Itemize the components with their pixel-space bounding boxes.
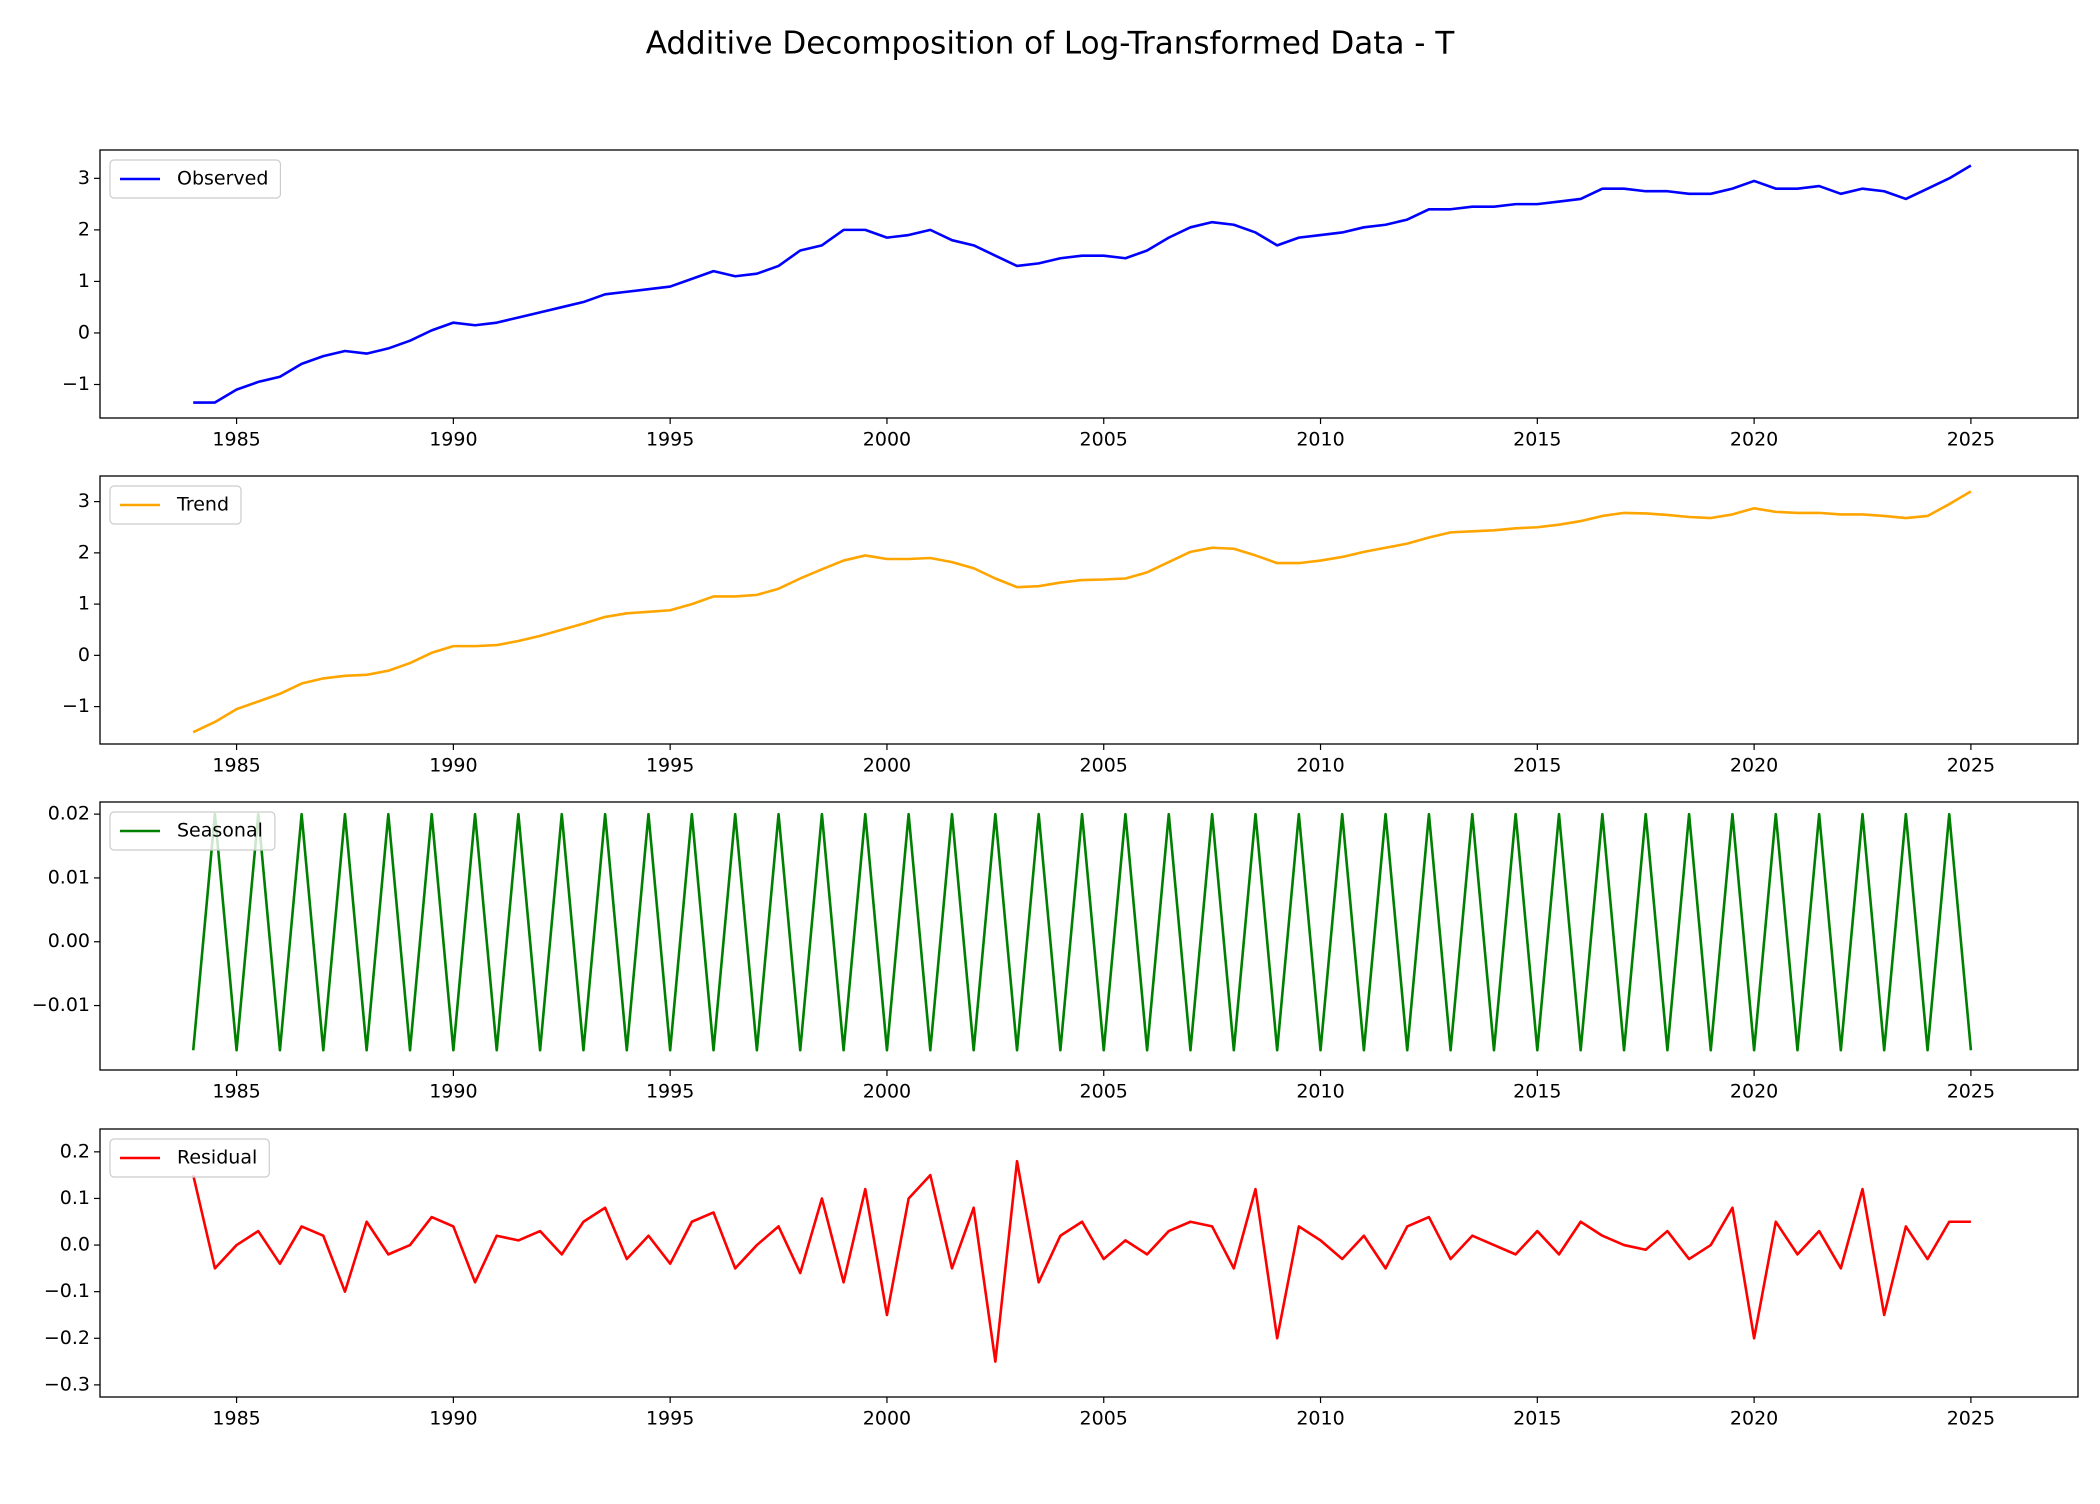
x-tick-label: 1985 <box>212 429 260 451</box>
y-tick-label: 0.2 <box>60 1140 90 1162</box>
y-tick-label: 2 <box>78 218 90 240</box>
x-tick-label: 2025 <box>1947 755 1995 777</box>
legend: Seasonal <box>109 811 276 851</box>
x-tick-label: 2000 <box>863 429 911 451</box>
legend: Observed <box>109 159 282 199</box>
x-tick-label: 2020 <box>1730 755 1778 777</box>
x-tick-label: 2015 <box>1513 755 1561 777</box>
y-tick-label: 1 <box>78 593 90 615</box>
y-tick-label: 0.01 <box>48 866 90 888</box>
legend-label: Residual <box>177 1147 257 1169</box>
legend-box <box>109 811 276 851</box>
x-tick-label: 1990 <box>429 1408 477 1430</box>
series-line <box>192 490 1972 734</box>
x-tick-label: 2025 <box>1947 1081 1995 1103</box>
x-tick-label: 1990 <box>429 429 477 451</box>
x-tick-label: 1985 <box>212 1408 260 1430</box>
x-tick-label: 2010 <box>1296 1081 1344 1103</box>
subplot: 1985 1990 1995 2000 2005 2010 2015 2020 2025 −1 0 1… <box>62 475 2079 777</box>
x-tick-label: 1995 <box>646 1081 694 1103</box>
x-tick-label: 2005 <box>1080 1081 1128 1103</box>
legend: Residual <box>109 1138 270 1178</box>
y-tick-label: −0.2 <box>44 1327 90 1349</box>
axes-frame <box>99 801 2079 1071</box>
axes-frame <box>99 475 2079 745</box>
y-tick-label: −1 <box>62 373 90 395</box>
axes-frame <box>99 149 2079 419</box>
x-tick-label: 2000 <box>863 1408 911 1430</box>
x-tick-label: 2015 <box>1513 1081 1561 1103</box>
x-tick-label: 2025 <box>1947 429 1995 451</box>
x-tick-label: 1990 <box>429 755 477 777</box>
x-tick-label: 2015 <box>1513 1408 1561 1430</box>
x-tick-label: 1985 <box>212 755 260 777</box>
series-line <box>191 1159 1971 1363</box>
x-tick-label: 2020 <box>1730 1081 1778 1103</box>
x-tick-label: 1985 <box>212 1081 260 1103</box>
x-tick-label: 2005 <box>1080 1408 1128 1430</box>
subplot: 1985 1990 1995 2000 2005 2010 2015 2020 2025 −0.0… <box>32 801 2079 1103</box>
legend-label: Observed <box>177 168 268 190</box>
y-tick-label: −0.01 <box>32 994 90 1016</box>
y-tick-label: 0 <box>78 644 90 666</box>
y-tick-label: −0.3 <box>44 1373 90 1395</box>
legend-box <box>109 1138 270 1178</box>
series-line <box>193 164 1972 404</box>
y-tick-label: 0.00 <box>48 930 90 952</box>
y-tick-label: 0.0 <box>60 1234 90 1256</box>
x-tick-label: 1995 <box>646 429 694 451</box>
figure-title: Additive Decomposition of Log-Transforme… <box>646 26 1456 62</box>
legend: Trend <box>109 485 242 525</box>
x-tick-label: 2015 <box>1513 429 1561 451</box>
x-tick-label: 2005 <box>1080 429 1128 451</box>
x-tick-label: 1990 <box>429 1081 477 1103</box>
x-tick-label: 1995 <box>646 755 694 777</box>
y-tick-label: 1 <box>78 270 90 292</box>
x-tick-label: 2000 <box>863 755 911 777</box>
y-tick-label: 2 <box>78 541 90 563</box>
x-tick-label: 2010 <box>1296 755 1344 777</box>
x-tick-label: 2020 <box>1730 429 1778 451</box>
x-tick-label: 1995 <box>646 1408 694 1430</box>
y-tick-label: 0.02 <box>48 803 90 825</box>
subplot: 1985 1990 1995 2000 2005 2010 2015 2020 2025 −1 0 1… <box>62 149 2079 451</box>
legend-box <box>109 485 242 525</box>
y-tick-label: 3 <box>78 167 90 189</box>
legend-label: Seasonal <box>177 820 263 842</box>
x-tick-label: 2005 <box>1080 755 1128 777</box>
y-tick-label: 0.1 <box>60 1187 90 1209</box>
y-tick-label: 3 <box>78 490 90 512</box>
y-tick-label: −0.1 <box>44 1280 90 1302</box>
axes-frame <box>99 1128 2079 1398</box>
x-tick-label: 2020 <box>1730 1408 1778 1430</box>
x-tick-label: 2025 <box>1947 1408 1995 1430</box>
legend-label: Trend <box>176 494 229 516</box>
legend-box <box>109 159 282 199</box>
x-tick-label: 2010 <box>1296 1408 1344 1430</box>
subplot: 1985 1990 1995 2000 2005 2010 2015 2020 2025 −0.3… <box>44 1128 2079 1430</box>
y-tick-label: −1 <box>62 695 90 717</box>
series-line <box>191 812 1973 1052</box>
y-tick-label: 0 <box>78 321 90 343</box>
x-tick-label: 2010 <box>1296 429 1344 451</box>
x-tick-label: 2000 <box>863 1081 911 1103</box>
